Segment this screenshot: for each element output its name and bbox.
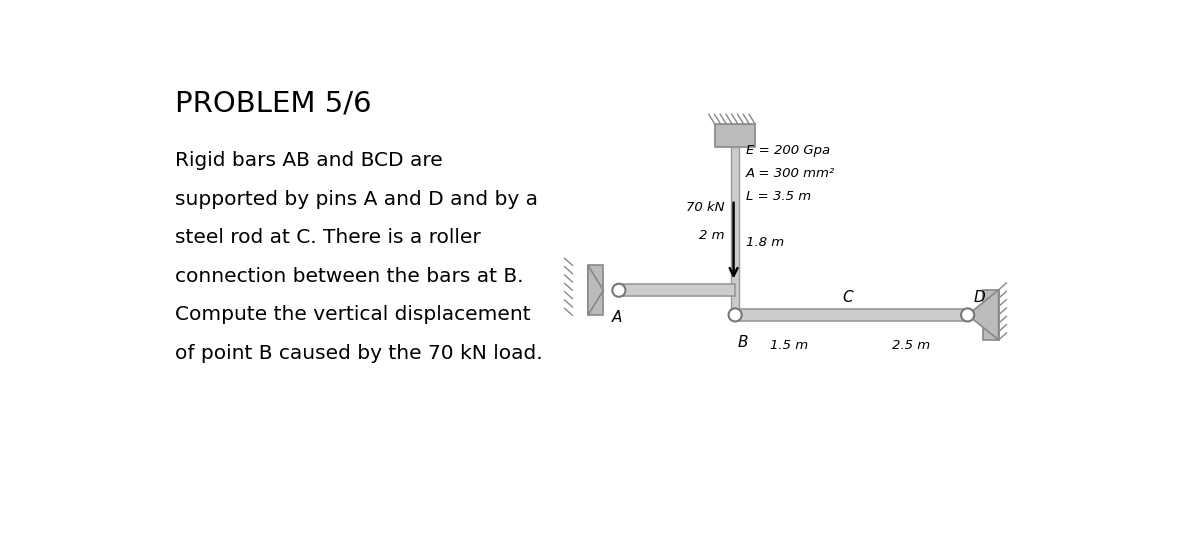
Text: E = 200 Gpa: E = 200 Gpa — [746, 144, 830, 157]
Text: 70 kN: 70 kN — [685, 201, 725, 214]
Text: steel rod at C. There is a roller: steel rod at C. There is a roller — [175, 228, 480, 247]
Bar — [736, 309, 967, 321]
Bar — [715, 124, 755, 147]
Circle shape — [961, 308, 974, 321]
Text: 2 m: 2 m — [698, 229, 725, 242]
Text: A = 300 mm²: A = 300 mm² — [746, 167, 835, 180]
Bar — [731, 147, 739, 309]
Text: Rigid bars AB and BCD are: Rigid bars AB and BCD are — [175, 151, 443, 170]
Polygon shape — [588, 265, 604, 315]
Bar — [619, 285, 736, 296]
Text: C: C — [842, 289, 853, 305]
Circle shape — [728, 308, 742, 321]
Text: PROBLEM 5/6: PROBLEM 5/6 — [175, 89, 372, 118]
Text: supported by pins A and D and by a: supported by pins A and D and by a — [175, 190, 538, 209]
Bar — [983, 290, 998, 340]
Text: 1.8 m: 1.8 m — [746, 236, 784, 249]
Text: of point B caused by the 70 kN load.: of point B caused by the 70 kN load. — [175, 344, 542, 363]
Text: 2.5 m: 2.5 m — [892, 339, 930, 352]
Text: connection between the bars at B.: connection between the bars at B. — [175, 267, 523, 286]
Polygon shape — [967, 290, 998, 340]
Bar — [588, 265, 604, 315]
Text: Compute the vertical displacement: Compute the vertical displacement — [175, 305, 530, 324]
Text: D: D — [974, 289, 985, 305]
Circle shape — [612, 283, 625, 297]
Text: B: B — [738, 334, 748, 350]
Text: L = 3.5 m: L = 3.5 m — [746, 190, 811, 203]
Text: 1.5 m: 1.5 m — [770, 339, 809, 352]
Text: A: A — [612, 310, 623, 325]
